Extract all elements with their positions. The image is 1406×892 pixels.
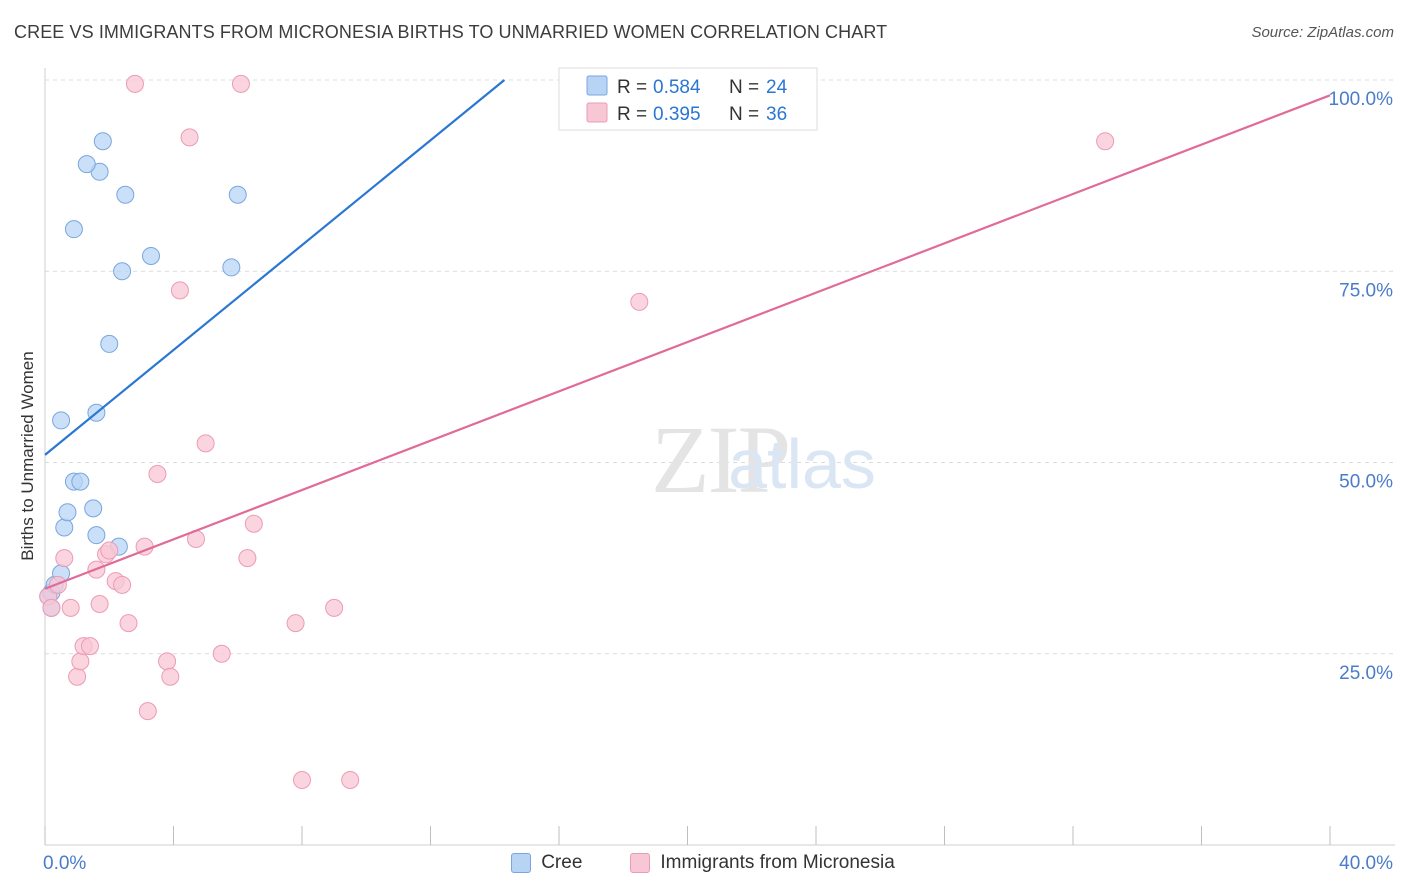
cree-point — [228, 185, 247, 204]
micronesia-point — [119, 614, 138, 633]
legend-r-label: R = — [617, 104, 647, 125]
cree-trend-line — [44, 79, 506, 456]
micronesia-point — [325, 598, 344, 617]
micronesia-point — [1096, 132, 1115, 151]
cree-point — [58, 503, 77, 522]
cree-point — [71, 472, 90, 491]
cree-point — [52, 411, 71, 430]
y-tick-label: 100.0% — [1329, 89, 1394, 110]
cree-point — [64, 220, 83, 239]
cree-point — [93, 132, 112, 151]
bottom-legend-label-cree: Cree — [541, 852, 583, 873]
micronesia-trend-line — [44, 94, 1331, 590]
micronesia-point — [148, 464, 167, 483]
x-tick-label: 0.0% — [43, 853, 86, 874]
micronesia-point — [170, 281, 189, 300]
x-tick-label: 40.0% — [1339, 853, 1393, 874]
cree-point — [87, 526, 106, 545]
y-tick-label: 50.0% — [1339, 472, 1393, 493]
micronesia-point — [212, 644, 231, 663]
y-tick-label: 25.0% — [1339, 663, 1393, 684]
watermark-atlas: atlas — [728, 425, 876, 503]
legend-n-label: N = — [729, 77, 759, 98]
cree-point — [100, 334, 119, 353]
watermark-zip: ZIP — [651, 406, 789, 513]
micronesia-point — [244, 514, 263, 533]
bottom-legend-label-micronesia: Immigrants from Micronesia — [660, 852, 895, 873]
axes: 25.0% 50.0% 75.0% 100.0% 0.0% 40.0% — [43, 68, 1395, 874]
bottom-legend-item-micronesia: Immigrants from Micronesia — [630, 852, 895, 874]
micronesia-point — [71, 652, 90, 671]
gridlines — [45, 79, 1395, 655]
cree-point — [142, 246, 161, 265]
bottom-legend-item-cree: Cree — [511, 852, 582, 874]
micronesia-point — [42, 598, 61, 617]
micronesia-point — [138, 702, 157, 721]
chart-title: CREE VS IMMIGRANTS FROM MICRONESIA BIRTH… — [14, 22, 888, 42]
micronesia-point — [286, 614, 305, 633]
legend-swatch-cree — [586, 75, 608, 96]
legend-r-value: 0.395 — [653, 104, 701, 125]
micronesia-point — [100, 541, 119, 560]
micronesia-point — [231, 74, 250, 93]
source-label: Source: ZipAtlas.com — [1251, 24, 1394, 41]
y-tick-label: 75.0% — [1339, 280, 1393, 301]
micronesia-point — [180, 128, 199, 147]
micronesia-point — [125, 74, 144, 93]
micronesia-point — [630, 292, 649, 311]
micronesia-point — [161, 667, 180, 686]
cree-point — [77, 155, 96, 174]
cree-point — [116, 185, 135, 204]
micronesia-point — [55, 549, 74, 568]
data-points — [39, 74, 1115, 789]
cree-point — [84, 499, 103, 518]
legend-r-label: R = — [617, 77, 647, 98]
micronesia-point — [61, 598, 80, 617]
cree-point — [222, 258, 241, 277]
micronesia-point — [293, 770, 311, 789]
bottom-legend: Cree Immigrants from Micronesia — [0, 852, 1406, 874]
legend-n-value: 24 — [766, 77, 788, 98]
micronesia-point — [158, 652, 177, 671]
legend-box: R = 0.584 N = 24 R = 0.395 N = 36 — [558, 67, 818, 131]
bottom-legend-swatch-micronesia — [630, 853, 651, 873]
legend-n-label: N = — [729, 104, 759, 125]
bottom-legend-swatch-cree — [511, 853, 532, 873]
micronesia-point — [80, 637, 99, 656]
micronesia-point — [113, 575, 132, 594]
trend-lines — [44, 79, 1331, 590]
micronesia-point — [90, 595, 109, 614]
cree-point — [55, 518, 74, 537]
legend-n-value: 36 — [766, 104, 787, 125]
legend-r-value: 0.584 — [653, 77, 701, 98]
cree-point — [113, 262, 132, 281]
micronesia-point — [196, 434, 215, 453]
micronesia-point — [238, 549, 257, 568]
micronesia-point — [341, 770, 360, 789]
legend-swatch-micronesia — [586, 102, 608, 123]
micronesia-point — [68, 667, 87, 686]
